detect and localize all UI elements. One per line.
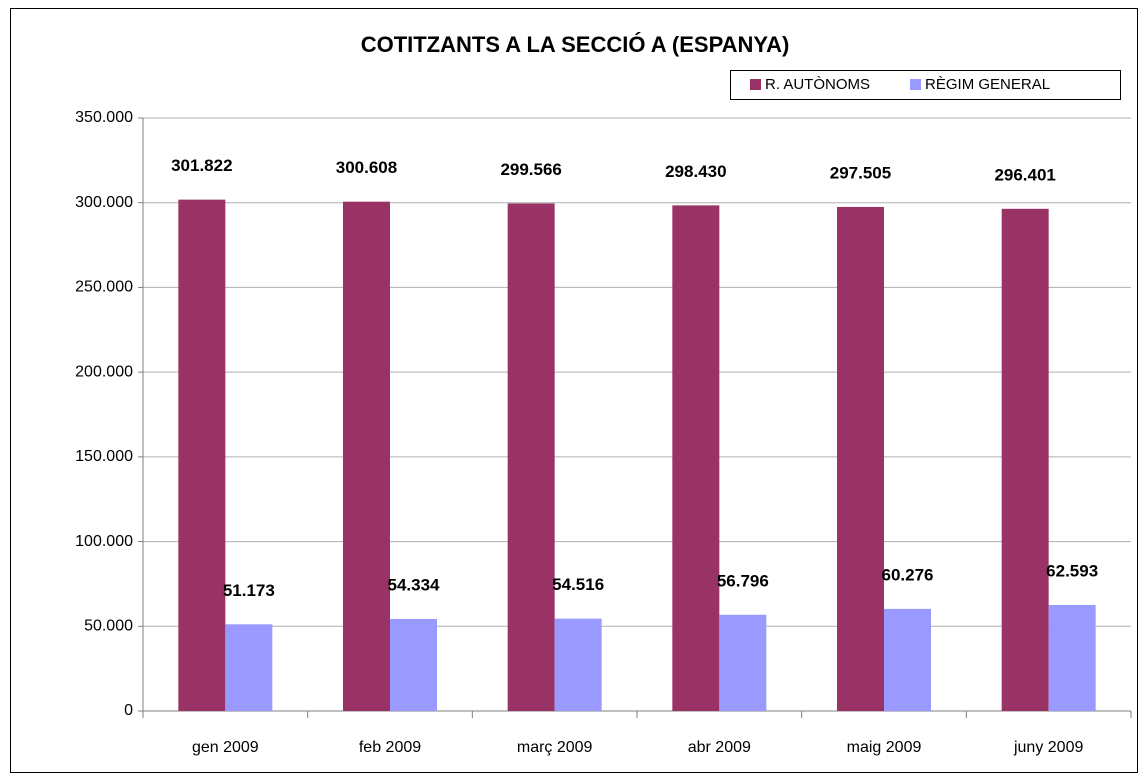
bar xyxy=(884,608,931,711)
value-label: 51.173 xyxy=(223,581,275,600)
y-tick-label: 250.000 xyxy=(75,279,133,296)
legend-box xyxy=(730,70,1121,100)
y-tick-label: 100.000 xyxy=(75,533,133,550)
bar xyxy=(719,614,767,711)
value-label: 56.796 xyxy=(717,571,769,590)
y-tick-label: 150.000 xyxy=(75,448,133,465)
x-tick-label: abr 2009 xyxy=(688,739,751,756)
x-tick-label: març 2009 xyxy=(517,739,593,756)
value-label: 301.822 xyxy=(171,156,232,175)
bar xyxy=(837,206,884,711)
x-tick-label: juny 2009 xyxy=(1013,739,1083,756)
y-tick-label: 50.000 xyxy=(84,618,133,635)
legend-label: R. AUTÒNOMS xyxy=(765,76,870,93)
y-tick-label: 200.000 xyxy=(75,363,133,380)
value-label: 298.430 xyxy=(665,162,726,181)
bar xyxy=(225,624,273,711)
x-tick-label: feb 2009 xyxy=(359,739,421,756)
bar xyxy=(1048,604,1096,711)
legend-label: RÈGIM GENERAL xyxy=(925,76,1050,93)
chart-title: COTITZANTS A LA SECCIÓ A (ESPANYA) xyxy=(361,32,790,57)
bar xyxy=(343,201,390,712)
value-label: 62.593 xyxy=(1046,561,1098,580)
y-tick-label: 0 xyxy=(124,702,133,719)
bar xyxy=(1001,208,1049,712)
value-label: 60.276 xyxy=(882,565,934,584)
bar xyxy=(554,618,602,711)
legend-swatch xyxy=(910,79,922,90)
bar xyxy=(672,205,720,711)
x-tick-label: gen 2009 xyxy=(192,739,259,756)
legend-swatch xyxy=(750,79,761,90)
value-label: 296.401 xyxy=(994,165,1055,184)
value-label: 299.566 xyxy=(500,160,561,179)
value-label: 54.516 xyxy=(552,575,604,594)
bar xyxy=(507,203,555,712)
x-tick-label: maig 2009 xyxy=(847,739,922,756)
bar xyxy=(178,199,226,711)
y-tick-label: 350.000 xyxy=(75,109,133,126)
y-tick-label: 300.000 xyxy=(75,194,133,211)
value-label: 54.334 xyxy=(388,575,441,594)
value-label: 297.505 xyxy=(830,163,891,182)
bar xyxy=(390,618,437,711)
value-label: 300.608 xyxy=(336,158,397,177)
